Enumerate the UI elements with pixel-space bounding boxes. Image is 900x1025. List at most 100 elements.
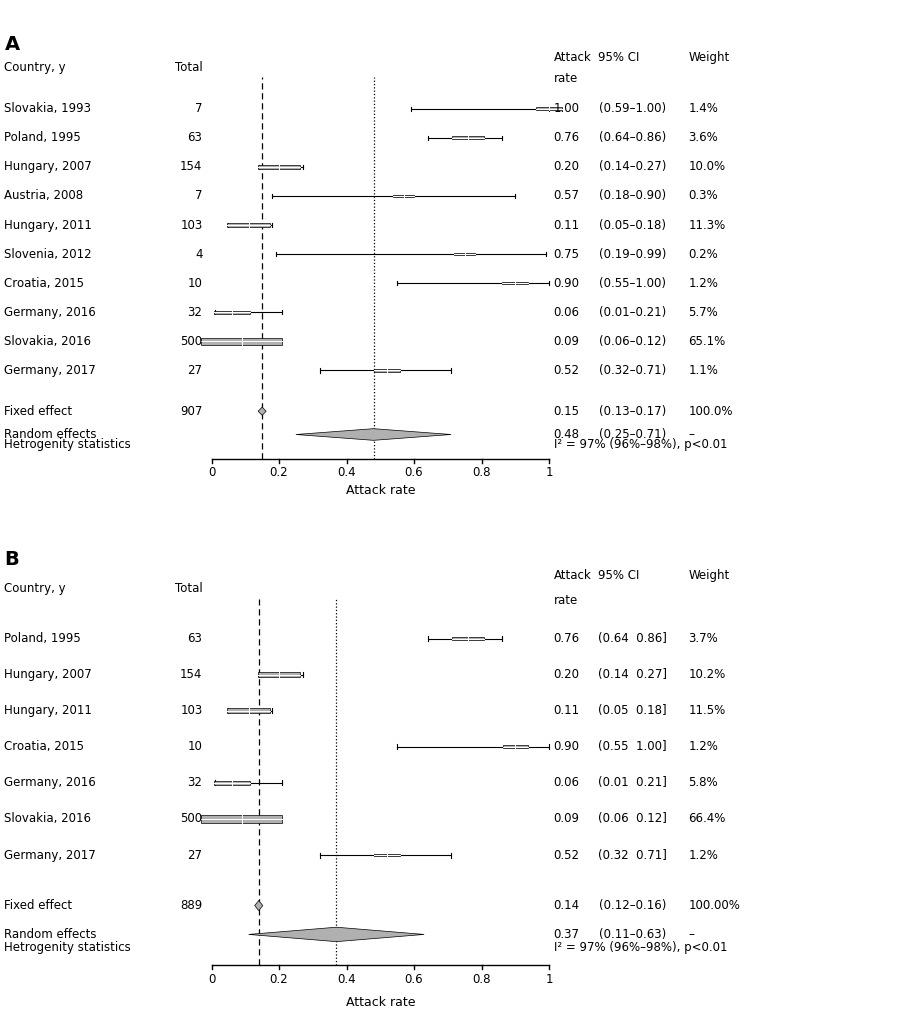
- Text: 0.76: 0.76: [554, 632, 580, 645]
- Text: Attack: Attack: [554, 51, 591, 65]
- Text: –: –: [688, 428, 695, 441]
- Text: 10.2%: 10.2%: [688, 668, 725, 682]
- Text: Weight: Weight: [688, 569, 730, 582]
- Bar: [502, 282, 528, 284]
- Text: 1.2%: 1.2%: [688, 277, 718, 290]
- Text: Hetrogenity statistics: Hetrogenity statistics: [4, 941, 131, 953]
- Text: (0.14  0.27]: (0.14 0.27]: [598, 668, 668, 682]
- Bar: [214, 311, 249, 314]
- Text: 103: 103: [180, 704, 202, 718]
- Text: rate: rate: [554, 594, 578, 607]
- Text: 10: 10: [187, 277, 202, 290]
- Text: 0.06: 0.06: [554, 776, 580, 789]
- Text: 0.52: 0.52: [554, 364, 580, 377]
- Text: (0.01–0.21): (0.01–0.21): [598, 305, 666, 319]
- Text: 100.0%: 100.0%: [688, 405, 733, 418]
- Text: (0.32–0.71): (0.32–0.71): [598, 364, 666, 377]
- Text: (0.06  0.12]: (0.06 0.12]: [598, 813, 668, 825]
- Text: 0.75: 0.75: [554, 248, 580, 260]
- Text: 32: 32: [187, 305, 202, 319]
- Text: Slovakia, 2016: Slovakia, 2016: [4, 813, 92, 825]
- Text: Slovenia, 2012: Slovenia, 2012: [4, 248, 92, 260]
- Text: Poland, 1995: Poland, 1995: [4, 131, 81, 145]
- Text: 0.6: 0.6: [405, 973, 423, 986]
- Text: 0.06: 0.06: [554, 305, 580, 319]
- Text: 66.4%: 66.4%: [688, 813, 726, 825]
- Text: 0: 0: [208, 465, 215, 479]
- Bar: [452, 136, 484, 139]
- Text: 500: 500: [180, 335, 202, 347]
- Text: Weight: Weight: [688, 51, 730, 65]
- Text: 10.0%: 10.0%: [688, 160, 725, 173]
- Text: 27: 27: [187, 364, 202, 377]
- Text: Germany, 2017: Germany, 2017: [4, 849, 96, 862]
- Bar: [374, 854, 400, 857]
- Text: Fixed effect: Fixed effect: [4, 405, 73, 418]
- Text: (0.64  0.86]: (0.64 0.86]: [598, 632, 668, 645]
- Text: 27: 27: [187, 849, 202, 862]
- Text: Random effects: Random effects: [4, 928, 97, 941]
- Text: 0.2%: 0.2%: [688, 248, 718, 260]
- Text: Hungary, 2011: Hungary, 2011: [4, 704, 93, 718]
- Text: 0.4: 0.4: [338, 973, 356, 986]
- Text: Germany, 2016: Germany, 2016: [4, 305, 96, 319]
- Text: Poland, 1995: Poland, 1995: [4, 632, 81, 645]
- Text: 65.1%: 65.1%: [688, 335, 725, 347]
- Text: Random effects: Random effects: [4, 428, 97, 441]
- Text: 0.76: 0.76: [554, 131, 580, 145]
- Text: 0.8: 0.8: [472, 465, 490, 479]
- Text: 0.52: 0.52: [554, 849, 580, 862]
- Text: 0.15: 0.15: [554, 405, 580, 418]
- Text: 500: 500: [180, 813, 202, 825]
- Text: 0.14: 0.14: [554, 899, 580, 912]
- Text: (0.25–0.71): (0.25–0.71): [598, 428, 666, 441]
- Text: 0.09: 0.09: [554, 813, 580, 825]
- Polygon shape: [258, 407, 266, 415]
- Text: Fixed effect: Fixed effect: [4, 899, 73, 912]
- Text: (0.05  0.18]: (0.05 0.18]: [598, 704, 667, 718]
- Text: 1: 1: [545, 465, 553, 479]
- Text: 0.11: 0.11: [554, 704, 580, 718]
- Text: 0.2: 0.2: [270, 465, 288, 479]
- Text: 907: 907: [180, 405, 202, 418]
- Text: 0.11: 0.11: [554, 218, 580, 232]
- Text: 4: 4: [195, 248, 203, 260]
- Text: Slovakia, 2016: Slovakia, 2016: [4, 335, 92, 347]
- Text: 0.3%: 0.3%: [688, 190, 718, 202]
- Text: (0.01  0.21]: (0.01 0.21]: [598, 776, 668, 789]
- Polygon shape: [296, 428, 451, 441]
- Text: 7: 7: [195, 102, 203, 115]
- Bar: [227, 708, 270, 713]
- Text: (0.13–0.17): (0.13–0.17): [598, 405, 666, 418]
- Bar: [227, 223, 270, 227]
- Text: 3.7%: 3.7%: [688, 632, 718, 645]
- Text: 10: 10: [187, 740, 202, 753]
- Text: rate: rate: [554, 72, 578, 85]
- Text: I² = 97% (96%–98%), p<0.01: I² = 97% (96%–98%), p<0.01: [554, 941, 727, 953]
- Bar: [452, 637, 484, 641]
- Text: 889: 889: [180, 899, 202, 912]
- Text: Hungary, 2007: Hungary, 2007: [4, 160, 92, 173]
- Text: 1: 1: [545, 973, 553, 986]
- Text: I² = 97% (96%–98%), p<0.01: I² = 97% (96%–98%), p<0.01: [554, 438, 727, 451]
- Bar: [258, 672, 300, 676]
- Text: 0.09: 0.09: [554, 335, 580, 347]
- Text: Croatia, 2015: Croatia, 2015: [4, 740, 85, 753]
- Text: 0.4: 0.4: [338, 465, 356, 479]
- Text: 0.57: 0.57: [554, 190, 580, 202]
- Text: B: B: [4, 549, 19, 569]
- Text: 32: 32: [187, 776, 202, 789]
- Text: Country, y: Country, y: [4, 581, 66, 594]
- Bar: [202, 338, 283, 344]
- Text: 1.4%: 1.4%: [688, 102, 718, 115]
- Text: (0.18–0.90): (0.18–0.90): [598, 190, 666, 202]
- Text: Germany, 2016: Germany, 2016: [4, 776, 96, 789]
- Text: (0.32  0.71]: (0.32 0.71]: [598, 849, 668, 862]
- Text: (0.14–0.27): (0.14–0.27): [598, 160, 666, 173]
- Text: 154: 154: [180, 160, 202, 173]
- Text: 0.90: 0.90: [554, 277, 580, 290]
- Text: 100.00%: 100.00%: [688, 899, 741, 912]
- Text: 5.8%: 5.8%: [688, 776, 718, 789]
- Text: (0.06–0.12): (0.06–0.12): [598, 335, 666, 347]
- Text: 154: 154: [180, 668, 202, 682]
